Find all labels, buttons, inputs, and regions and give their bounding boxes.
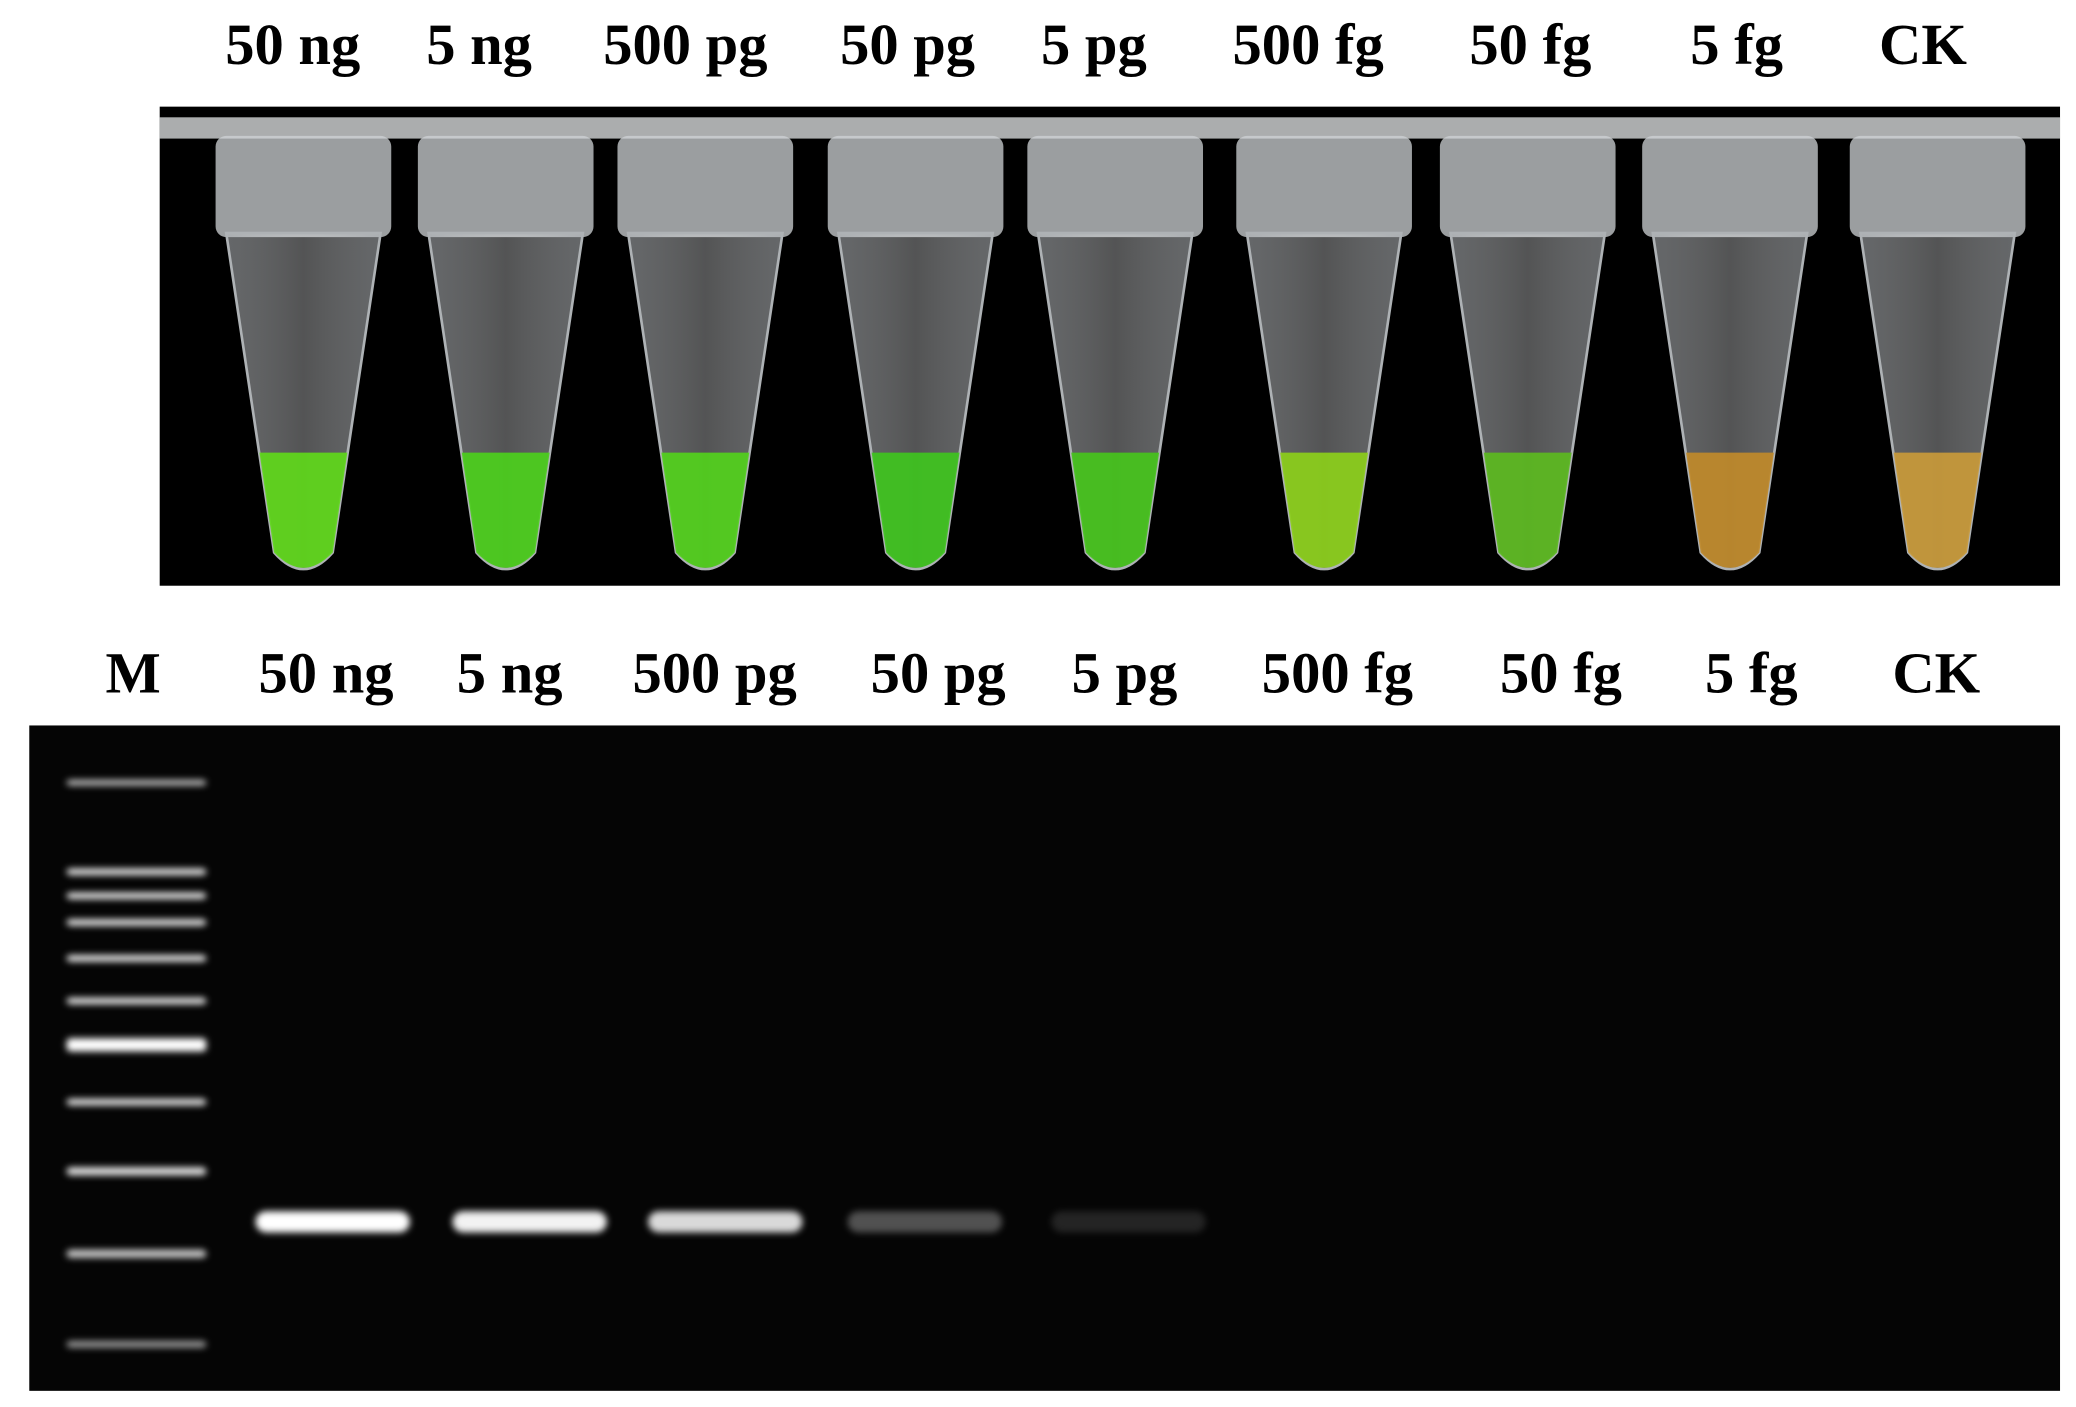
ladder-band [66, 997, 207, 1005]
sample-band [1051, 1211, 1206, 1233]
gel-photo [29, 725, 2061, 1391]
tube-cap [1236, 135, 1412, 238]
top-label: 500 fg [1233, 12, 1384, 77]
sample-band [847, 1211, 1003, 1233]
ladder-band [66, 1098, 207, 1106]
tube-cap [827, 135, 1004, 238]
tube-cap [617, 135, 794, 238]
ladder-band [66, 919, 207, 926]
tube-cap [417, 135, 594, 238]
bottom-label: CK [1892, 640, 1980, 705]
bottom-label: 5 ng [457, 640, 563, 705]
tube-liquid [1686, 452, 1774, 568]
tube-cap [1439, 135, 1616, 238]
top-label: CK [1879, 12, 1967, 77]
tube-cap [1849, 135, 2026, 238]
tube-liquid [1893, 452, 1982, 568]
tube-liquid [1071, 452, 1160, 568]
ladder-band [66, 1340, 207, 1348]
ladder-band [66, 868, 207, 876]
top-label: 50 fg [1469, 12, 1591, 77]
bottom-label: 5 fg [1705, 640, 1798, 705]
top-label: 5 fg [1690, 12, 1783, 77]
sample-band [452, 1211, 607, 1233]
ladder-band [66, 955, 207, 962]
tube-liquid [259, 452, 348, 568]
ladder-band [66, 892, 207, 900]
bottom-label: 50 ng [259, 640, 394, 705]
tube-cap [1027, 135, 1204, 238]
tube-liquid [1280, 452, 1369, 568]
top-label: 500 pg [603, 12, 767, 77]
bottom-label: M [105, 640, 160, 705]
tube-cap [1642, 135, 1818, 238]
ladder-band [66, 1038, 207, 1052]
top-label: 50 pg [840, 12, 975, 77]
sample-band [648, 1211, 803, 1233]
ladder-band [66, 1249, 207, 1258]
sample-band [255, 1211, 410, 1233]
tube-liquid [661, 452, 750, 568]
tube-liquid [1483, 452, 1572, 568]
tube-cap [215, 135, 392, 238]
bottom-label: 500 fg [1262, 640, 1413, 705]
bottom-label: 50 fg [1500, 640, 1622, 705]
ladder-band [66, 1167, 207, 1176]
bottom-label: 50 pg [871, 640, 1006, 705]
tube-liquid [871, 452, 960, 568]
top-label: 5 pg [1041, 12, 1147, 77]
ladder-band [66, 780, 207, 786]
tube-strip [159, 117, 2061, 139]
bottom-label: 5 pg [1072, 640, 1178, 705]
top-label: 50 ng [225, 12, 360, 77]
tube-liquid [461, 452, 550, 568]
bottom-label: 500 pg [632, 640, 796, 705]
top-label: 5 ng [426, 12, 532, 77]
